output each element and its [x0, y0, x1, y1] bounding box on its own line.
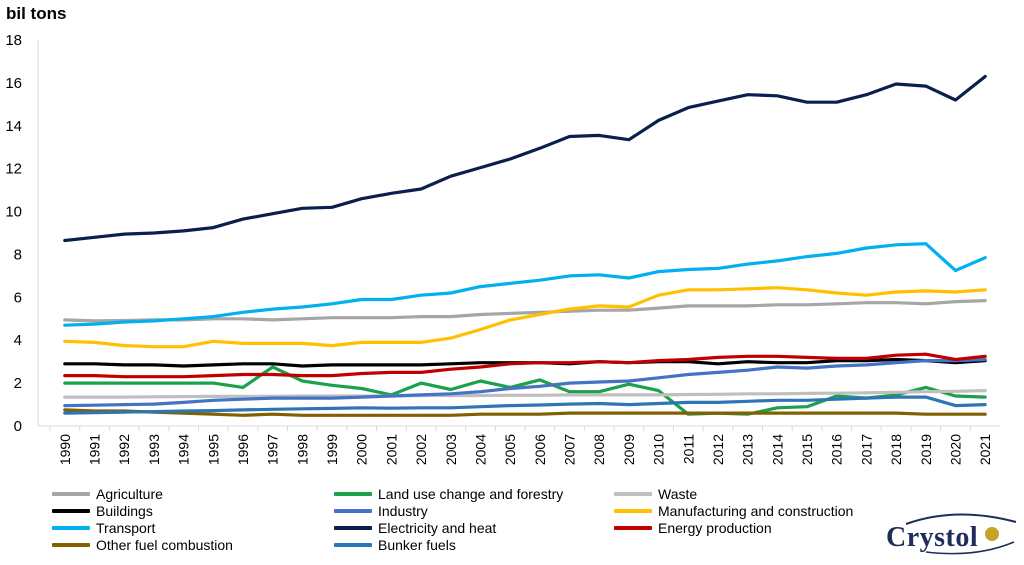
legend-swatch — [614, 525, 652, 530]
legend-swatch — [614, 508, 652, 513]
legend-label: Agriculture — [96, 485, 163, 502]
legend-swatch — [52, 508, 90, 513]
legend-item-energy-production: Energy production — [614, 519, 772, 536]
legend-label: Buildings — [96, 502, 153, 519]
x-tick-label: 2001 — [383, 434, 399, 465]
legend-item-other-fuel-combustion: Other fuel combustion — [52, 536, 233, 553]
series-line-industry — [63, 357, 987, 408]
x-tick-label: 1993 — [146, 434, 162, 465]
legend-swatch — [52, 525, 90, 530]
legend-label: Land use change and forestry — [378, 485, 564, 502]
legend-swatch — [334, 508, 372, 513]
x-tick-label: 2011 — [680, 434, 696, 464]
logo-text: Crystol — [886, 522, 979, 553]
x-tick-label: 1990 — [57, 434, 73, 465]
legend-label: Other fuel combustion — [96, 536, 233, 553]
y-tick-label: 10 — [5, 204, 22, 221]
x-tick-label: 2012 — [710, 434, 726, 465]
x-tick-label: 2015 — [799, 434, 815, 465]
series-line-energy-production — [63, 352, 987, 379]
legend-label: Electricity and heat — [378, 519, 497, 536]
series-line-agriculture — [63, 299, 987, 323]
series-line-land-use-change-and-forestry — [63, 365, 987, 416]
y-tick-label: 14 — [5, 118, 22, 135]
x-tick-label: 1997 — [265, 434, 281, 465]
legend-label: Transport — [96, 519, 156, 536]
x-tick-label: 2019 — [918, 434, 934, 465]
x-tick-label: 2009 — [621, 434, 637, 465]
y-tick-label: 4 — [14, 332, 22, 349]
x-tick-label: 1994 — [176, 434, 192, 465]
legend-label: Bunker fuels — [378, 536, 456, 553]
y-tick-label: 16 — [5, 75, 22, 92]
x-tick-label: 2000 — [354, 434, 370, 465]
x-tick-label: 2007 — [562, 434, 578, 465]
x-tick-label: 2013 — [740, 434, 756, 465]
x-tick-label: 1999 — [324, 434, 340, 465]
x-tick-label: 2003 — [443, 434, 459, 465]
x-tick-label: 2006 — [532, 434, 548, 465]
y-tick-label: 0 — [14, 418, 22, 435]
legend-item-manufacturing-and-construction: Manufacturing and construction — [614, 502, 853, 519]
legend-swatch — [52, 491, 90, 496]
series-line-other-fuel-combustion — [63, 408, 987, 417]
logo-swoosh-icon — [905, 513, 1017, 555]
x-tick-label: 1992 — [116, 434, 132, 465]
crystol-logo: Crystol — [886, 508, 1020, 558]
y-tick-label: 12 — [5, 161, 22, 178]
y-axis-unit-label: bil tons — [6, 4, 67, 23]
y-tick-label: 6 — [14, 289, 22, 306]
y-tick-label: 8 — [14, 246, 22, 263]
series-line-electricity-and-heat — [63, 74, 987, 243]
legend-label: Waste — [658, 485, 698, 502]
x-tick-label: 2021 — [977, 434, 993, 465]
legend-swatch — [334, 542, 372, 547]
legend-label: Industry — [378, 502, 428, 519]
series-line-bunker-fuels — [63, 395, 987, 415]
legend-swatch — [334, 491, 372, 496]
legend-item-land-use-change-and-forestry: Land use change and forestry — [334, 485, 563, 502]
x-tick-label: 1998 — [294, 434, 310, 465]
x-tick-label: 2002 — [413, 434, 429, 465]
x-tick-label: 2014 — [769, 434, 785, 465]
legend-swatch — [614, 491, 652, 496]
legend-item-waste: Waste — [614, 485, 697, 502]
x-tick-label: 2010 — [651, 434, 667, 465]
y-tick-label: 2 — [14, 375, 22, 392]
legend-item-bunker-fuels: Bunker fuels — [334, 536, 456, 553]
x-tick-label: 1996 — [235, 434, 251, 465]
x-tick-label: 2005 — [502, 434, 518, 465]
legend-item-buildings: Buildings — [52, 502, 153, 519]
x-tick-label: 2017 — [858, 434, 874, 465]
x-tick-label: 2018 — [888, 434, 904, 465]
series-line-transport — [63, 242, 987, 327]
legend-label: Energy production — [658, 519, 772, 536]
x-tick-label: 2008 — [591, 434, 607, 465]
legend-swatch — [334, 525, 372, 530]
legend-item-agriculture: Agriculture — [52, 485, 163, 502]
series-line-waste — [63, 389, 987, 399]
series-line-manufacturing-and-construction — [63, 286, 987, 349]
x-tick-label: 1991 — [87, 434, 103, 465]
legend-item-electricity-and-heat: Electricity and heat — [334, 519, 496, 536]
chart-legend: Agriculture Land use change and forestry W… — [52, 485, 932, 555]
x-tick-label: 2016 — [829, 434, 845, 465]
legend-label: Manufacturing and construction — [658, 502, 854, 519]
x-tick-label: 1995 — [205, 434, 221, 465]
legend-swatch — [52, 542, 90, 547]
legend-item-industry: Industry — [334, 502, 428, 519]
x-tick-label: 2004 — [472, 434, 488, 465]
legend-item-transport: Transport — [52, 519, 155, 536]
y-tick-label: 18 — [5, 32, 22, 49]
x-tick-label: 2020 — [947, 434, 963, 465]
